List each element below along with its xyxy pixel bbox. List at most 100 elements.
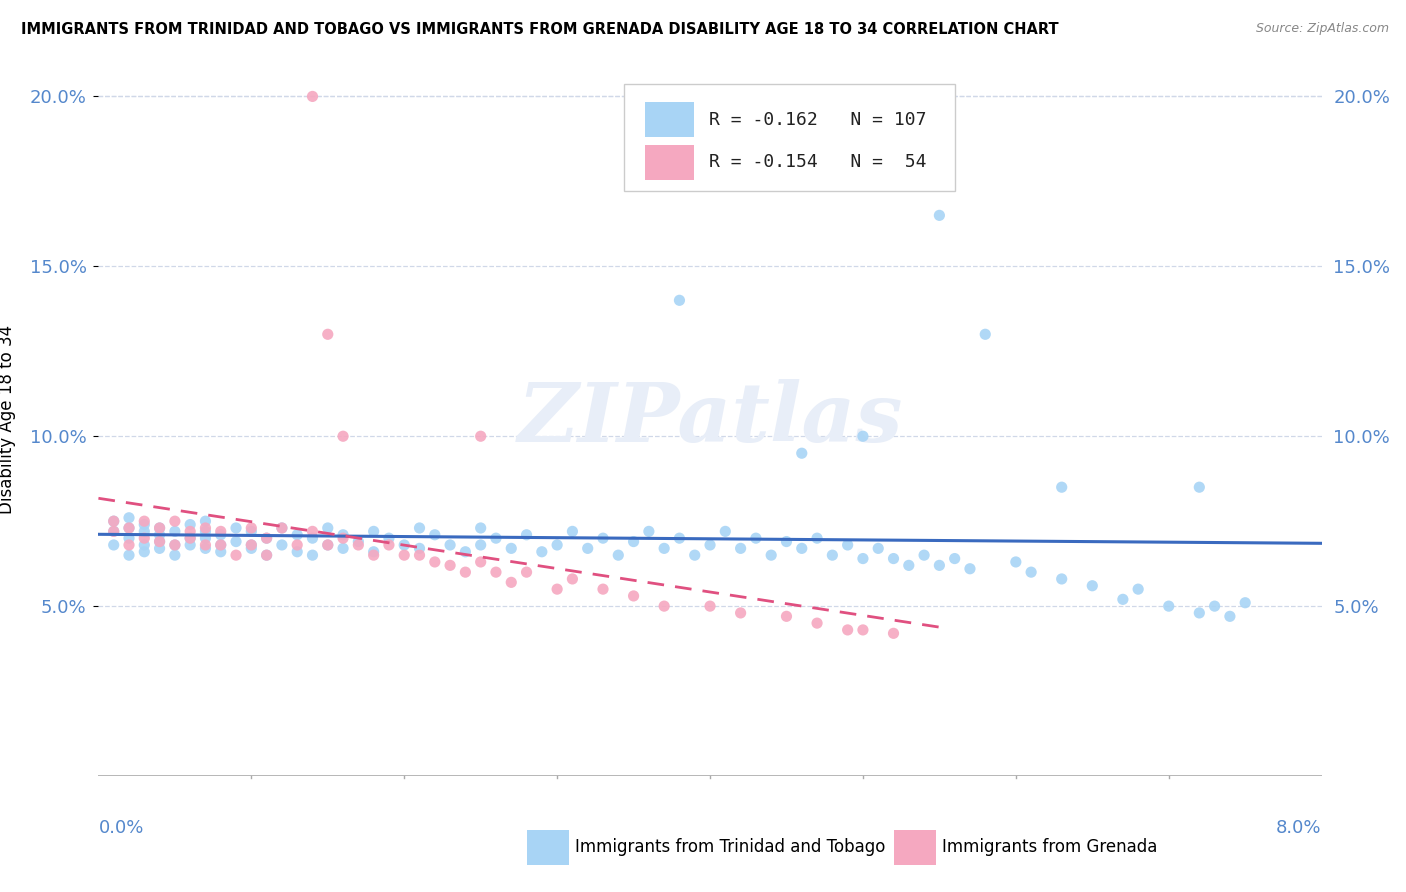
Point [240, 521, 263, 535]
Point [103, 514, 125, 528]
Point [546, 538, 568, 552]
Point [1204, 599, 1226, 614]
Point [790, 446, 813, 460]
Point [285, 545, 308, 559]
Point [209, 528, 232, 542]
Point [576, 541, 599, 556]
Point [332, 531, 354, 545]
Point [118, 521, 141, 535]
Point [392, 548, 416, 562]
Point [759, 548, 782, 562]
Point [561, 572, 583, 586]
Point [775, 609, 797, 624]
Point [194, 531, 217, 545]
Point [408, 548, 430, 562]
Point [209, 545, 232, 559]
Point [301, 548, 323, 562]
Point [225, 521, 247, 535]
Point [821, 548, 844, 562]
Point [316, 538, 339, 552]
Point [745, 531, 768, 545]
Point [928, 558, 950, 573]
Point [118, 548, 141, 562]
Point [316, 521, 339, 535]
Point [883, 551, 905, 566]
Point [501, 541, 523, 556]
Point [1157, 599, 1180, 614]
Text: R = -0.154   N =  54: R = -0.154 N = 54 [709, 153, 927, 171]
Point [209, 524, 232, 539]
Point [439, 558, 461, 573]
Point [118, 521, 141, 535]
FancyBboxPatch shape [645, 102, 695, 137]
Point [623, 534, 645, 549]
Point [103, 538, 125, 552]
Point [256, 531, 278, 545]
Point [592, 531, 614, 545]
Point [363, 545, 385, 559]
Point [470, 538, 492, 552]
Point [118, 510, 141, 524]
Point [134, 531, 156, 545]
Point [240, 538, 263, 552]
Point [470, 429, 492, 443]
Point [1019, 565, 1042, 579]
Point [775, 534, 797, 549]
Point [363, 524, 385, 539]
Point [163, 548, 186, 562]
Point [149, 521, 172, 535]
Point [225, 534, 247, 549]
Point [974, 327, 997, 342]
Point [332, 528, 354, 542]
Point [868, 541, 890, 556]
Point [163, 538, 186, 552]
Point [852, 429, 875, 443]
Point [347, 534, 370, 549]
Point [179, 538, 201, 552]
Point [347, 538, 370, 552]
Point [149, 534, 172, 549]
Point [408, 521, 430, 535]
Point [530, 545, 553, 559]
Point [285, 538, 308, 552]
Point [316, 538, 339, 552]
Point [1050, 572, 1073, 586]
Point [301, 524, 323, 539]
Point [134, 524, 156, 539]
Text: 8.0%: 8.0% [1277, 819, 1322, 837]
Point [1112, 592, 1135, 607]
Point [179, 531, 201, 545]
Point [149, 528, 172, 542]
Point [240, 541, 263, 556]
Point [103, 524, 125, 539]
Point [103, 514, 125, 528]
Point [912, 548, 935, 562]
Point [163, 524, 186, 539]
Point [149, 541, 172, 556]
Point [118, 531, 141, 545]
Point [1050, 480, 1073, 494]
Point [883, 626, 905, 640]
Point [470, 555, 492, 569]
Text: IMMIGRANTS FROM TRINIDAD AND TOBAGO VS IMMIGRANTS FROM GRENADA DISABILITY AGE 18: IMMIGRANTS FROM TRINIDAD AND TOBAGO VS I… [21, 22, 1059, 37]
Point [179, 524, 201, 539]
FancyBboxPatch shape [526, 830, 569, 865]
Point [256, 548, 278, 562]
Point [378, 531, 401, 545]
Point [332, 541, 354, 556]
Point [652, 599, 675, 614]
FancyBboxPatch shape [624, 84, 955, 191]
FancyBboxPatch shape [894, 830, 936, 865]
Point [439, 538, 461, 552]
Text: R = -0.162   N = 107: R = -0.162 N = 107 [709, 111, 927, 128]
Point [928, 208, 950, 222]
Point [943, 551, 966, 566]
Point [270, 521, 294, 535]
Text: 0.0%: 0.0% [98, 819, 143, 837]
Point [270, 521, 294, 535]
Point [637, 524, 661, 539]
Point [607, 548, 630, 562]
Point [454, 545, 477, 559]
Point [423, 528, 446, 542]
FancyBboxPatch shape [645, 145, 695, 180]
